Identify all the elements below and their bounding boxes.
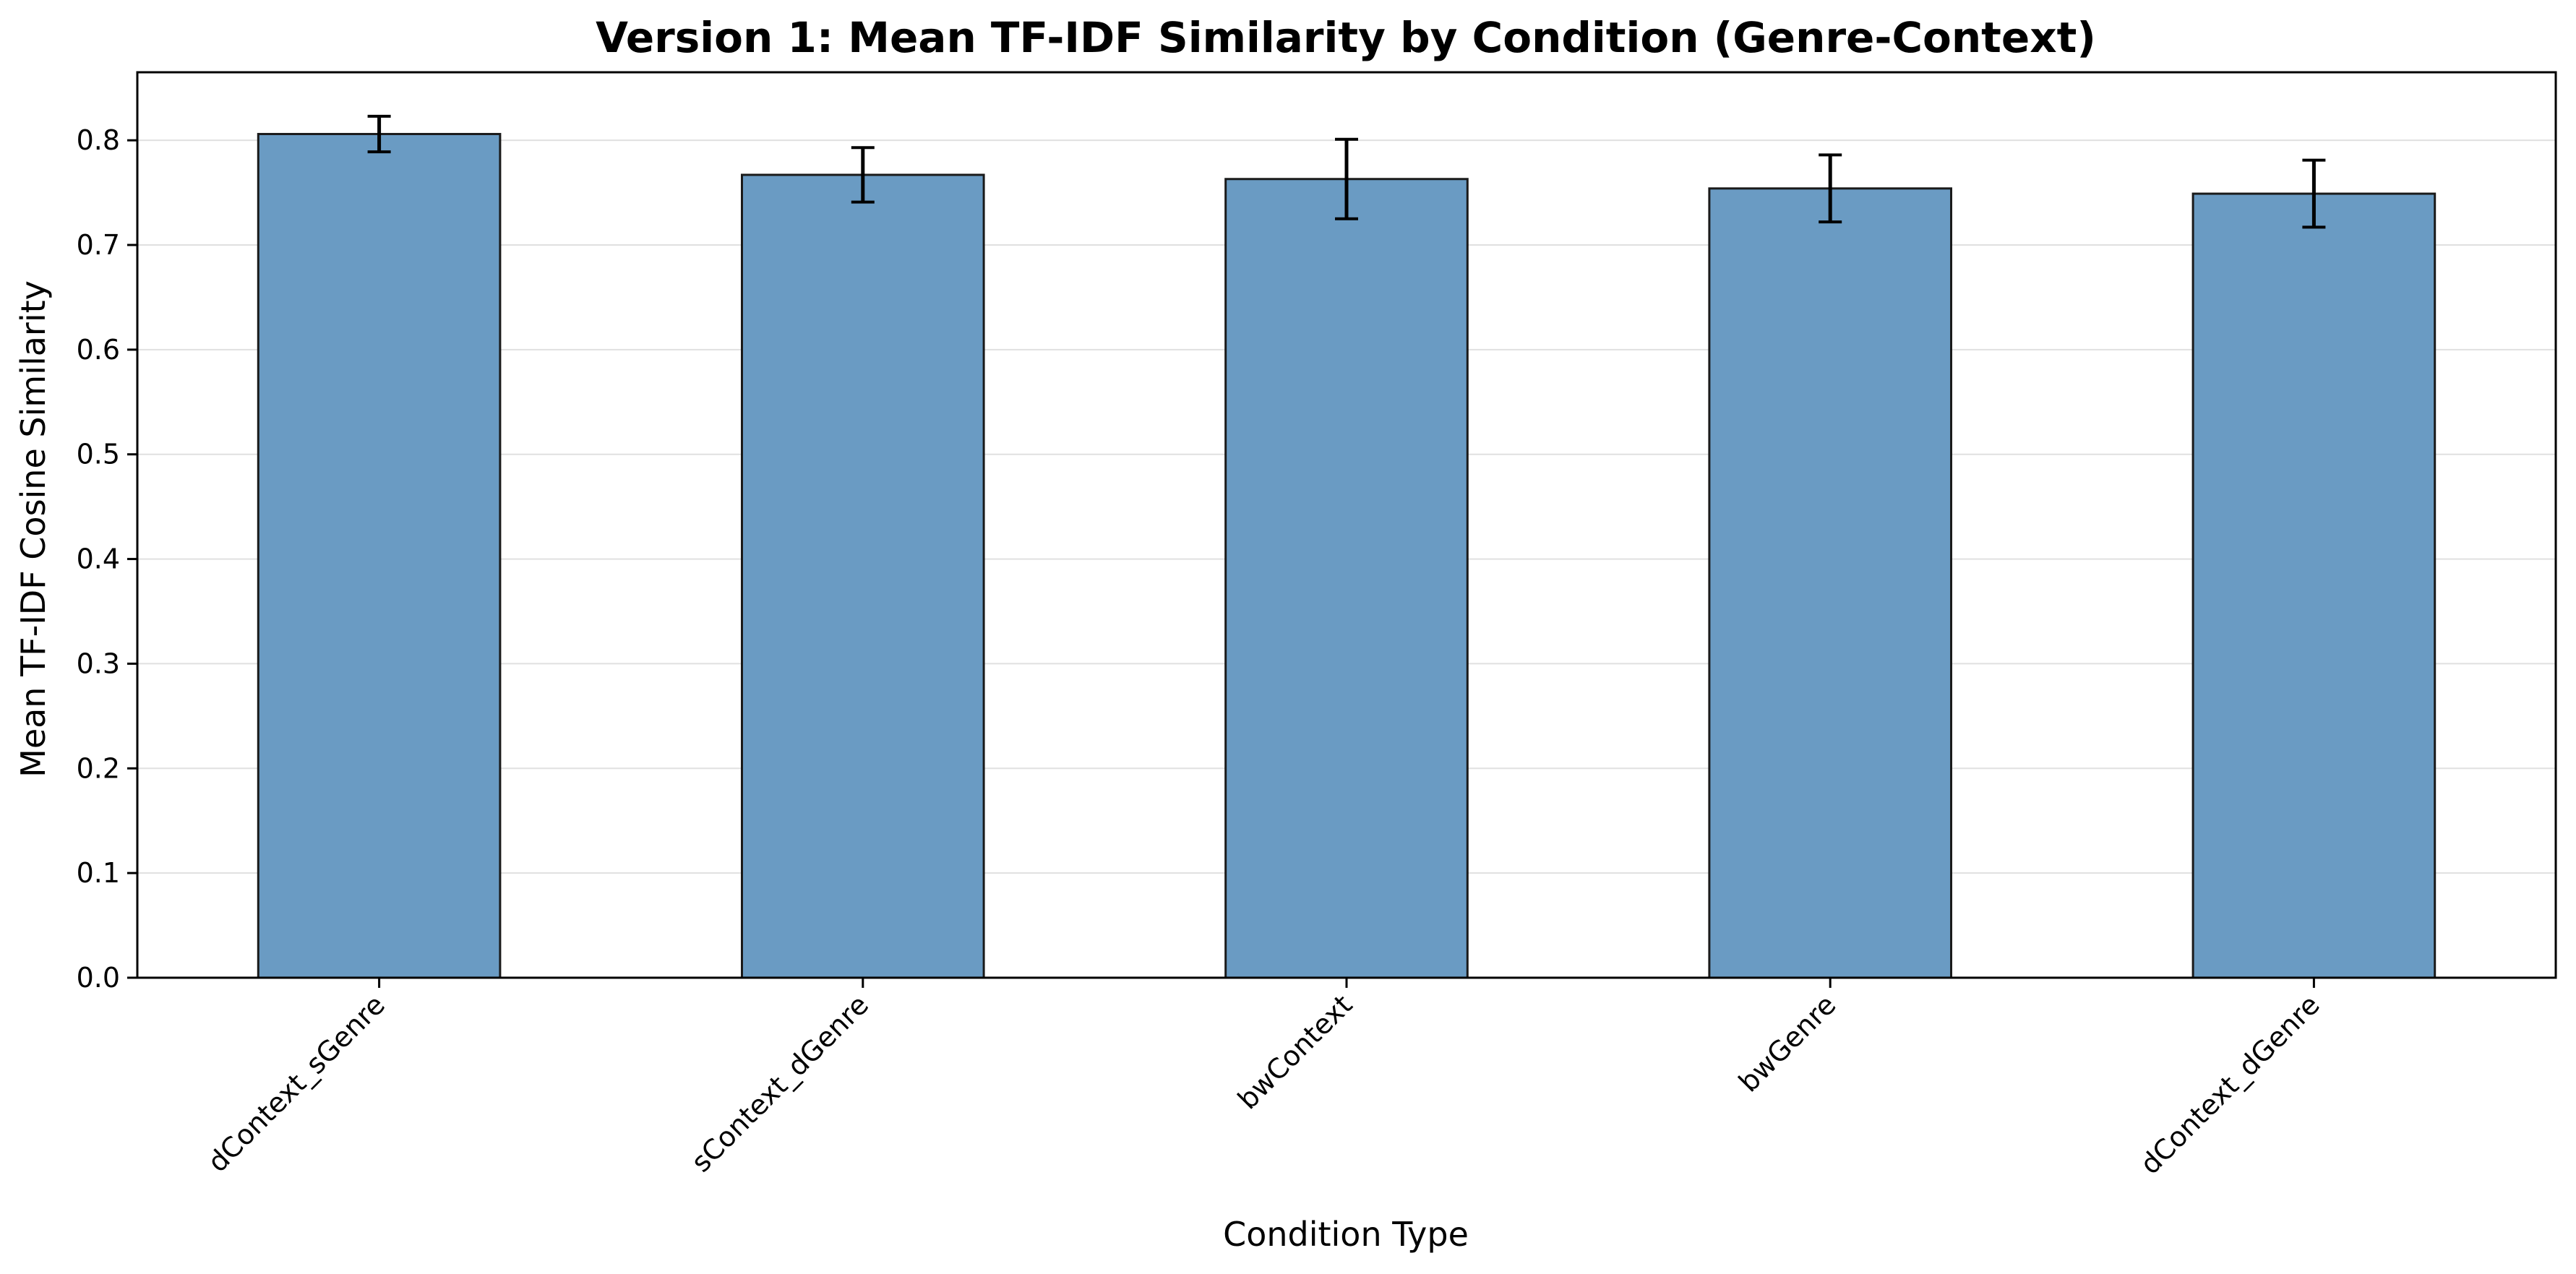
x-axis-label: Condition Type bbox=[1223, 1215, 1469, 1254]
y-tick-label: 0.1 bbox=[77, 857, 120, 889]
bar-dContext_sGenre bbox=[257, 132, 502, 979]
x-tick-label: sContext_dGenre bbox=[685, 989, 875, 1178]
x-tick-label: bwGenre bbox=[1733, 989, 1842, 1098]
bar-sContext_dGenre bbox=[741, 173, 985, 979]
x-tick-label: dContext_sGenre bbox=[202, 989, 391, 1178]
y-tick-label: 0.5 bbox=[77, 439, 120, 470]
y-tick-label: 0.4 bbox=[77, 543, 120, 575]
bar-dContext_dGenre bbox=[2191, 192, 2437, 979]
bar-bwContext bbox=[1224, 178, 1469, 979]
y-tick-label: 0.3 bbox=[77, 647, 120, 679]
error-bar-bwGenre bbox=[1819, 153, 1842, 224]
y-tick-label: 0.7 bbox=[77, 229, 120, 261]
error-bar-sContext_dGenre bbox=[851, 146, 875, 204]
y-tick-label: 0.6 bbox=[77, 334, 120, 366]
x-axis-ticks: dContext_sGenre sContext_dGenre bwContext b… bbox=[202, 978, 2326, 1181]
y-tick-label: 0.8 bbox=[77, 124, 120, 156]
chart-title: Version 1: Mean TF-IDF Similarity by Con… bbox=[596, 13, 2096, 62]
error-bars bbox=[367, 114, 2326, 229]
x-tick-label: bwContext bbox=[1232, 989, 1358, 1115]
bar-bwGenre bbox=[1708, 187, 1952, 979]
y-tick-label: 0.0 bbox=[77, 962, 120, 994]
y-tick-label: 0.2 bbox=[77, 752, 120, 784]
y-axis-label: Mean TF-IDF Cosine Similarity bbox=[14, 280, 53, 778]
y-axis-ticks: 0.0 0.1 0.2 0.3 0.4 0.5 0.6 0.7 0.8 bbox=[77, 124, 137, 994]
bars bbox=[257, 132, 2437, 979]
error-bar-bwContext bbox=[1335, 137, 1358, 220]
x-tick-label: dContext_dGenre bbox=[2134, 989, 2325, 1180]
error-bar-dContext_sGenre bbox=[367, 114, 391, 154]
error-bar-dContext_dGenre bbox=[2302, 158, 2326, 229]
